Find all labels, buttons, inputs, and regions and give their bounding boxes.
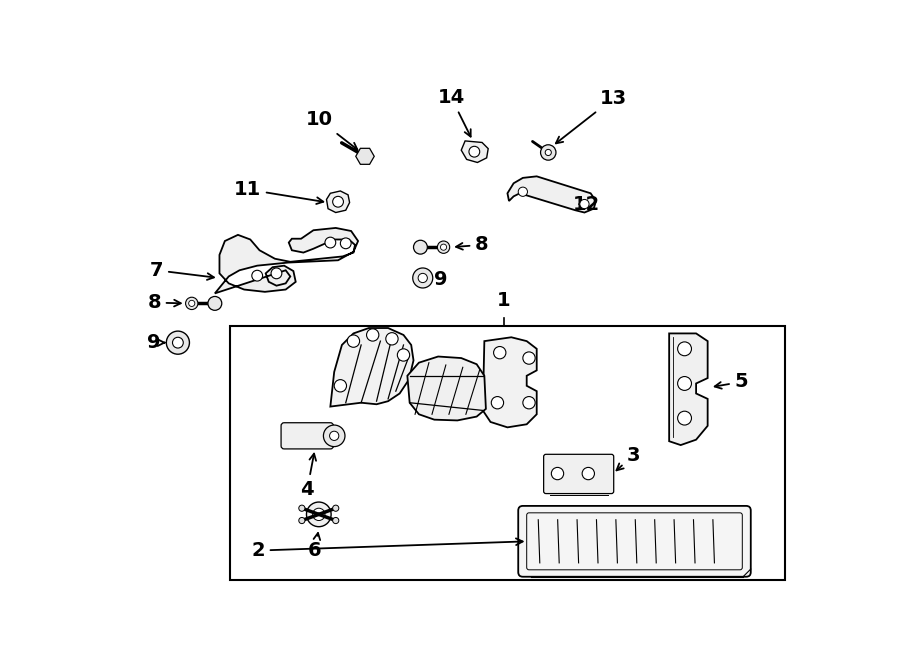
Text: 9: 9 (148, 333, 165, 352)
Polygon shape (356, 148, 374, 165)
Text: 5: 5 (715, 372, 748, 391)
Text: 8: 8 (456, 235, 489, 254)
Polygon shape (327, 191, 349, 213)
Circle shape (334, 379, 346, 392)
FancyBboxPatch shape (544, 454, 614, 494)
Circle shape (552, 467, 563, 480)
Circle shape (333, 196, 344, 207)
Text: 4: 4 (301, 453, 316, 498)
Text: 12: 12 (573, 195, 600, 214)
Polygon shape (215, 228, 358, 293)
Circle shape (491, 397, 504, 409)
Circle shape (307, 502, 331, 527)
Circle shape (413, 268, 433, 288)
Circle shape (541, 145, 556, 160)
Circle shape (678, 342, 691, 356)
FancyBboxPatch shape (518, 506, 751, 577)
Circle shape (545, 149, 552, 155)
Bar (230, 326, 785, 580)
Circle shape (523, 397, 536, 409)
Circle shape (333, 505, 338, 512)
Circle shape (493, 346, 506, 359)
Circle shape (299, 518, 305, 524)
Circle shape (386, 332, 398, 345)
Text: 9: 9 (435, 270, 448, 289)
Circle shape (582, 467, 595, 480)
Text: 2: 2 (251, 538, 523, 560)
Circle shape (299, 505, 305, 512)
Circle shape (418, 274, 427, 283)
Circle shape (166, 331, 189, 354)
Circle shape (469, 146, 480, 157)
Circle shape (312, 508, 325, 520)
Polygon shape (461, 141, 488, 163)
Text: 7: 7 (149, 261, 214, 280)
Circle shape (523, 352, 536, 364)
Circle shape (333, 518, 338, 524)
Polygon shape (482, 337, 536, 428)
Circle shape (271, 268, 282, 279)
Circle shape (173, 337, 184, 348)
Text: 14: 14 (437, 88, 471, 137)
Text: 3: 3 (616, 446, 640, 471)
Polygon shape (330, 328, 413, 407)
Circle shape (413, 240, 428, 254)
Text: 13: 13 (556, 89, 627, 143)
Circle shape (347, 335, 360, 347)
Text: 6: 6 (308, 533, 322, 561)
Circle shape (340, 238, 351, 249)
Circle shape (189, 300, 194, 307)
Polygon shape (508, 176, 596, 213)
FancyBboxPatch shape (281, 423, 333, 449)
Circle shape (252, 270, 263, 281)
Circle shape (366, 329, 379, 341)
Text: 8: 8 (148, 293, 181, 312)
Circle shape (518, 187, 527, 196)
Circle shape (678, 377, 691, 391)
Polygon shape (408, 356, 486, 420)
Circle shape (678, 411, 691, 425)
Text: 10: 10 (306, 110, 357, 149)
Circle shape (208, 297, 221, 310)
Circle shape (325, 237, 336, 248)
Circle shape (323, 425, 345, 447)
Circle shape (397, 349, 410, 361)
Circle shape (437, 241, 450, 253)
Circle shape (329, 431, 338, 440)
Text: 1: 1 (497, 292, 510, 310)
Circle shape (440, 244, 446, 251)
Polygon shape (669, 333, 707, 445)
Text: 11: 11 (234, 180, 323, 204)
Circle shape (580, 200, 590, 209)
Circle shape (185, 297, 198, 309)
